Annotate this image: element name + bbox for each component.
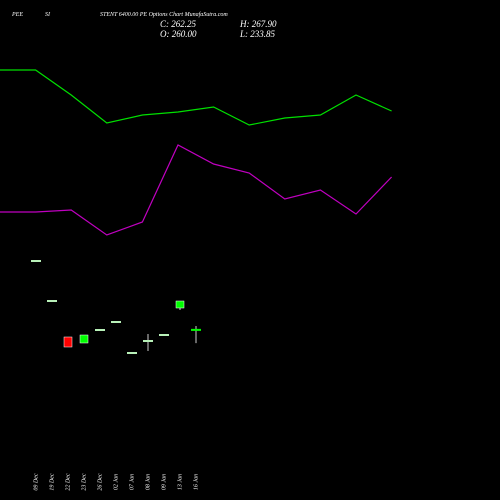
info-high: H: 267.90 (239, 19, 277, 29)
x-tick-label: 07 Jan (129, 474, 135, 490)
title-part: STENT 6400.00 PE Options Chart MunafaSut… (100, 11, 228, 18)
candle-body (79, 334, 89, 344)
x-tick-label: 23 Dec (81, 473, 87, 490)
candle-body (143, 340, 153, 342)
candle-body (63, 336, 73, 348)
overlay-line (0, 144, 393, 236)
x-tick-label: 26 Dec (97, 473, 103, 490)
x-tick-label: 02 Jan (113, 474, 119, 490)
info-close: C: 262.25 (160, 19, 197, 29)
x-tick-label: 09 Dec (33, 473, 39, 490)
x-tick-label: 13 Jan (177, 474, 183, 490)
x-tick-label: 22 Dec (65, 473, 71, 490)
title-part: SI (45, 12, 51, 18)
candle-body (31, 260, 41, 262)
candle-body (111, 321, 121, 323)
x-tick-label: 19 Dec (49, 473, 55, 490)
x-tick-label: 16 Jan (193, 474, 199, 490)
overlay-line (0, 69, 392, 126)
x-tick-label: 08 Jan (145, 474, 151, 490)
candle-body (127, 352, 137, 354)
candle-body (95, 329, 105, 331)
x-tick-label: 09 Jan (161, 474, 167, 490)
candle-body (175, 300, 185, 309)
candle-body (47, 300, 57, 302)
title-part: PEE (11, 12, 23, 18)
candle-body (159, 334, 169, 336)
candle-body (191, 328, 201, 331)
info-low: L: 233.85 (239, 29, 276, 39)
info-open: O: 260.00 (160, 29, 197, 39)
